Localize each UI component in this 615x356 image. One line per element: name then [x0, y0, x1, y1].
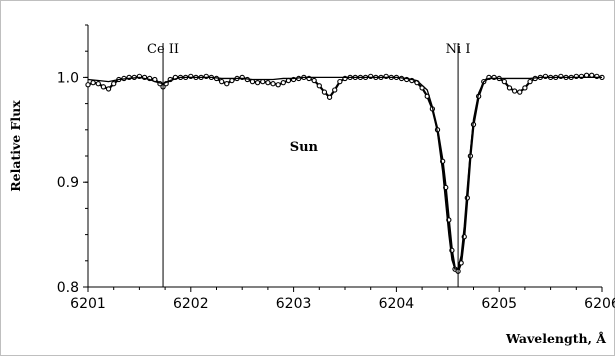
- observed-point: [218, 78, 225, 85]
- annotation-layer: Ce II Ni I Sun: [147, 42, 470, 287]
- observed-point: [326, 94, 333, 100]
- star-label: Sun: [290, 140, 319, 155]
- observed-point: [275, 82, 281, 88]
- observed-point: [316, 83, 322, 89]
- series-layer: [85, 72, 605, 274]
- x-tick-label-4: 6205: [481, 296, 517, 312]
- line-label-0: Ce II: [147, 42, 179, 57]
- x-tick-label-5: 6206: [584, 296, 615, 312]
- observed-point: [111, 81, 117, 87]
- observed-point: [85, 82, 91, 88]
- observed-point: [501, 78, 507, 85]
- observed-point: [517, 89, 523, 95]
- observed-point: [506, 85, 513, 91]
- axes: 6201 6202 6203 6204 6205 6206 0.8 0.9 1.0: [57, 24, 615, 312]
- observed-point: [522, 85, 528, 91]
- observed-point: [90, 79, 96, 86]
- observed-point: [105, 86, 112, 92]
- x-tick-label-3: 6204: [379, 296, 415, 312]
- observed-point: [280, 79, 286, 86]
- fit-line: [87, 76, 602, 271]
- y-axis-title: Relative Flux: [8, 100, 23, 192]
- observed-point: [511, 88, 518, 94]
- observed-trace: [87, 74, 603, 273]
- observed-point: [100, 84, 107, 90]
- line-label-1: Ni I: [446, 42, 471, 57]
- observed-point: [321, 89, 328, 95]
- observed-point: [337, 78, 343, 85]
- observed-point: [95, 81, 101, 87]
- observed-point: [224, 81, 230, 87]
- observed-point: [265, 79, 271, 86]
- observed-point: [311, 77, 317, 84]
- observed-point: [332, 87, 338, 93]
- x-tick-label-1: 6202: [173, 296, 209, 312]
- observed-point: [527, 78, 533, 85]
- y-tick-label-0: 0.8: [57, 280, 79, 296]
- y-tick-label-1: 0.9: [57, 175, 79, 191]
- x-axis-title: Wavelength, Å: [505, 331, 606, 346]
- observed-point: [270, 81, 276, 87]
- y-tick-label-2: 1.0: [57, 70, 79, 86]
- x-tick-label-0: 6201: [70, 296, 106, 312]
- x-tick-label-2: 6203: [276, 296, 312, 312]
- observed-point: [254, 79, 261, 86]
